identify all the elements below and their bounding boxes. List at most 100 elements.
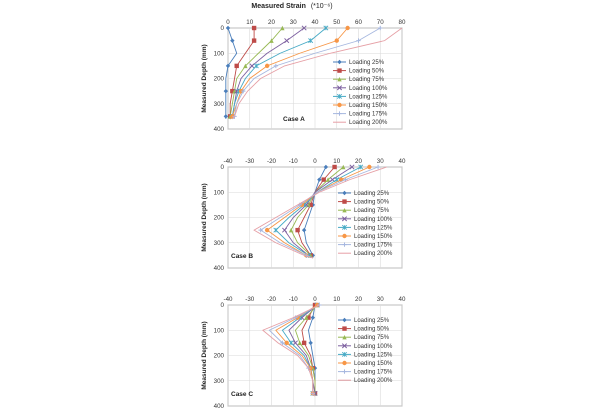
legend-item: Loading 50% — [338, 199, 390, 206]
data-point — [323, 164, 329, 170]
x-tick-label: 70 — [377, 19, 384, 26]
data-point — [280, 340, 285, 346]
legend-marker — [342, 233, 347, 239]
legend-label: Loading 125% — [354, 352, 393, 358]
data-point — [249, 63, 255, 69]
legend-label: Loading 175% — [349, 112, 388, 118]
legend-item: Loading 25% — [338, 190, 390, 197]
x-tick-label: 20 — [355, 158, 362, 165]
data-point — [308, 38, 314, 44]
series-8 — [253, 166, 387, 259]
y-tick-label: 400 — [214, 126, 225, 133]
legend-item: Loading 175% — [333, 111, 388, 118]
data-point — [253, 63, 259, 69]
data-point — [251, 38, 257, 43]
data-point — [243, 63, 248, 69]
legend-marker — [337, 59, 342, 65]
figure-title: Measured Strain (*10⁻⁶) — [251, 3, 332, 10]
data-point — [264, 63, 270, 69]
data-point — [349, 164, 355, 170]
y-tick-label: 300 — [214, 101, 225, 108]
data-point — [301, 25, 307, 31]
legend-marker — [337, 102, 342, 108]
legend-item: Loading 150% — [333, 102, 388, 109]
series-1 — [223, 25, 238, 119]
series-line — [225, 27, 238, 119]
figure-title-units: (*10⁻⁶) — [311, 3, 333, 10]
legend-item: Loading 200% — [338, 251, 393, 257]
series-8 — [261, 304, 320, 397]
legend-label: Loading 50% — [354, 200, 390, 206]
legend-label: Loading 75% — [349, 77, 385, 83]
data-point — [225, 25, 231, 31]
data-point — [269, 38, 274, 43]
data-point — [317, 177, 322, 182]
legend-marker — [336, 85, 343, 91]
data-point — [273, 227, 279, 233]
series-line — [229, 27, 348, 120]
data-point — [301, 340, 307, 346]
y-axis-label: Measured Depth (mm) — [201, 183, 208, 251]
legend-marker — [342, 242, 347, 247]
x-tick-label: 40 — [399, 158, 406, 165]
data-point — [241, 88, 246, 94]
series-line — [259, 166, 379, 259]
y-axis-label: Measured Depth (mm) — [201, 321, 208, 389]
x-tick-label: 0 — [313, 296, 317, 303]
series-8 — [232, 27, 403, 120]
legend-item: Loading 200% — [333, 120, 388, 126]
legend-marker — [341, 351, 348, 357]
data-point — [284, 38, 290, 44]
legend-label: Loading 25% — [349, 60, 385, 66]
legend-marker — [342, 317, 347, 323]
y-tick-label: 100 — [214, 50, 225, 57]
series-line — [294, 304, 318, 396]
legend-item: Loading 75% — [338, 208, 390, 214]
legend-item: Loading 75% — [338, 335, 390, 341]
data-point — [367, 164, 372, 170]
y-tick-label: 400 — [214, 265, 225, 272]
legend-label: Loading 175% — [354, 370, 393, 376]
series-line — [232, 27, 381, 120]
y-tick-label: 400 — [214, 403, 225, 410]
data-point — [258, 227, 263, 233]
legend-marker — [337, 111, 342, 116]
legend-label: Loading 100% — [354, 344, 393, 350]
y-axis-label: Measured Depth (mm) — [201, 44, 208, 112]
data-point — [345, 25, 350, 31]
legend-marker — [342, 360, 347, 366]
series-line — [290, 166, 344, 259]
legend-label: Loading 150% — [354, 361, 393, 367]
x-tick-label: -40 — [224, 158, 234, 165]
legend-item: Loading 100% — [333, 85, 388, 92]
y-tick-label: 200 — [214, 76, 225, 83]
x-tick-label: 10 — [246, 19, 253, 26]
data-point — [303, 202, 309, 208]
legend-label: Loading 200% — [354, 378, 393, 384]
legend-label: Loading 150% — [349, 103, 388, 109]
case-label: Case B — [231, 253, 253, 260]
chart-panel-3: -40 -30 -20 -10 0 10 20 30 400100200300400Measur… — [201, 296, 406, 410]
series-4 — [281, 164, 355, 259]
series-line — [284, 166, 353, 259]
legend-label: Loading 25% — [354, 191, 390, 197]
x-tick-label: 20 — [355, 296, 362, 303]
x-tick-label: -10 — [289, 296, 299, 303]
series-line — [288, 304, 318, 396]
x-tick-label: -20 — [267, 158, 277, 165]
legend-label: Loading 200% — [354, 251, 393, 257]
x-tick-label: -10 — [289, 158, 299, 165]
data-point — [288, 340, 294, 346]
data-point — [375, 164, 381, 170]
y-tick-label: 0 — [221, 164, 225, 171]
x-tick-label: 80 — [399, 19, 406, 26]
data-point — [288, 227, 294, 233]
legend-item: Loading 150% — [338, 233, 393, 240]
legend-label: Loading 50% — [349, 69, 385, 75]
legend-marker — [337, 68, 342, 73]
data-point — [325, 177, 331, 182]
y-tick-label: 300 — [214, 378, 225, 385]
data-point — [301, 227, 307, 233]
x-tick-label: 0 — [226, 19, 230, 26]
